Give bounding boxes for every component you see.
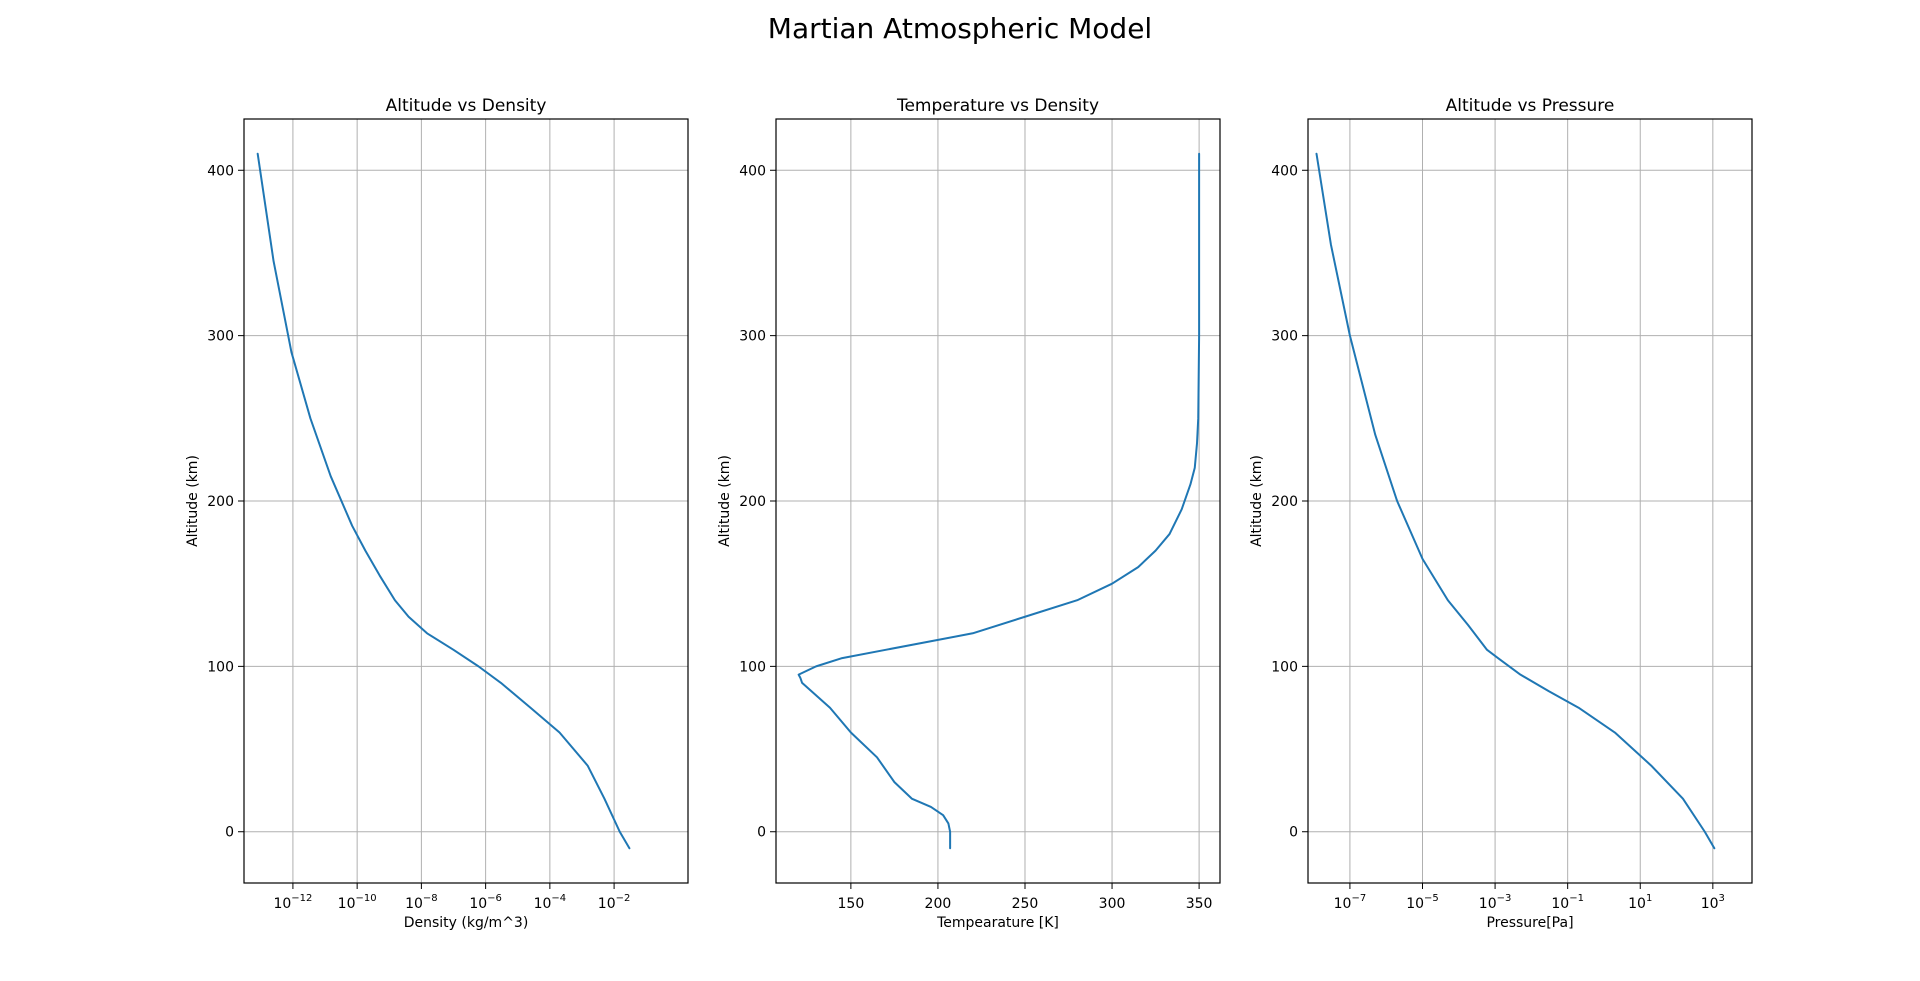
x-tick-label: 250: [1012, 896, 1039, 912]
x-tick-exponent: −6: [487, 893, 502, 904]
x-tick-exponent: −3: [1497, 893, 1512, 904]
x-tick-label: 350: [1186, 896, 1213, 912]
x-tick-base: 10: [1551, 896, 1569, 912]
x-tick-label: 10−3: [1479, 893, 1512, 912]
x-tick-exponent: −4: [551, 893, 566, 904]
y-tick-label: 400: [207, 163, 234, 179]
x-tick-base: 10: [598, 896, 616, 912]
x-tick-label: 10−5: [1406, 893, 1439, 912]
y-tick-label: 200: [1271, 494, 1298, 510]
x-tick-exponent: 3: [1719, 893, 1725, 904]
y-tick-label: 300: [739, 329, 766, 345]
x-tick-label: 10−1: [1551, 893, 1584, 912]
x-tick-base: 10: [1701, 896, 1719, 912]
y-tick-label: 100: [1271, 659, 1298, 675]
x-tick-label: 103: [1701, 893, 1725, 912]
x-axis-label: Tempearature [K]: [936, 915, 1059, 931]
y-tick-label: 100: [207, 659, 234, 675]
x-tick-exponent: 1: [1646, 893, 1652, 904]
y-tick-label: 300: [1271, 329, 1298, 345]
y-tick-label: 200: [739, 494, 766, 510]
y-tick-label: 100: [739, 659, 766, 675]
x-tick-label: 10−10: [338, 893, 377, 912]
x-tick-exponent: −8: [423, 893, 438, 904]
y-axis-label: Altitude (km): [717, 455, 733, 547]
x-tick-base: 10: [405, 896, 423, 912]
y-axis-label: Altitude (km): [1249, 455, 1265, 547]
y-tick-label: 400: [739, 163, 766, 179]
y-tick-label: 400: [1271, 163, 1298, 179]
x-tick-exponent: −10: [356, 893, 377, 904]
x-tick-label: 10−4: [534, 893, 567, 912]
x-tick-base: 10: [534, 896, 552, 912]
y-tick-label: 0: [757, 825, 766, 841]
series-line: [1315, 152, 1716, 850]
x-tick-exponent: −2: [616, 893, 631, 904]
x-tick-label: 300: [1099, 896, 1126, 912]
x-tick-base: 10: [1479, 896, 1497, 912]
y-tick-label: 0: [225, 825, 234, 841]
x-tick-base: 10: [338, 896, 356, 912]
x-tick-base: 10: [1628, 896, 1646, 912]
chart-panel-1: 10−12 10−10 10−8 10−6 10−4 10−20100200300400A…: [185, 96, 689, 931]
x-axis-label: Pressure[Pa]: [1486, 915, 1573, 931]
x-tick-exponent: −7: [1351, 893, 1366, 904]
x-tick-label: 10−8: [405, 893, 438, 912]
x-tick-base: 10: [273, 896, 291, 912]
x-tick-label: 200: [925, 896, 952, 912]
chart-title: Altitude vs Pressure: [1446, 96, 1615, 116]
chart-panel-2: 150 200 250 300 350 0 100 200 300 400 Temperature …: [717, 96, 1221, 931]
y-tick-label: 200: [207, 494, 234, 510]
chart-panel-3: 10−7 10−5 10−3 10−1 101 1030100200300400Altit…: [1249, 96, 1753, 931]
y-tick-label: 0: [1289, 825, 1298, 841]
x-tick-label: 10−7: [1334, 893, 1367, 912]
y-axis-label: Altitude (km): [185, 455, 201, 547]
x-tick-base: 10: [1334, 896, 1352, 912]
x-tick-base: 10: [1406, 896, 1424, 912]
x-tick-label: 150: [838, 896, 865, 912]
x-tick-exponent: −1: [1569, 893, 1584, 904]
series-line: [256, 152, 631, 850]
figure-suptitle: Martian Atmospheric Model: [767, 12, 1153, 45]
x-tick-label: 10−6: [469, 893, 502, 912]
y-tick-label: 300: [207, 329, 234, 345]
x-axis-label: Density (kg/m^3): [404, 915, 529, 931]
x-tick-exponent: −5: [1424, 893, 1439, 904]
x-tick-label: 101: [1628, 893, 1652, 912]
x-tick-exponent: −12: [291, 893, 312, 904]
x-tick-label: 10−2: [598, 893, 631, 912]
x-tick-base: 10: [469, 896, 487, 912]
chart-title: Temperature vs Density: [896, 96, 1099, 116]
chart-title: Altitude vs Density: [386, 96, 547, 116]
x-tick-label: 10−12: [273, 893, 312, 912]
series-line: [797, 152, 1201, 850]
